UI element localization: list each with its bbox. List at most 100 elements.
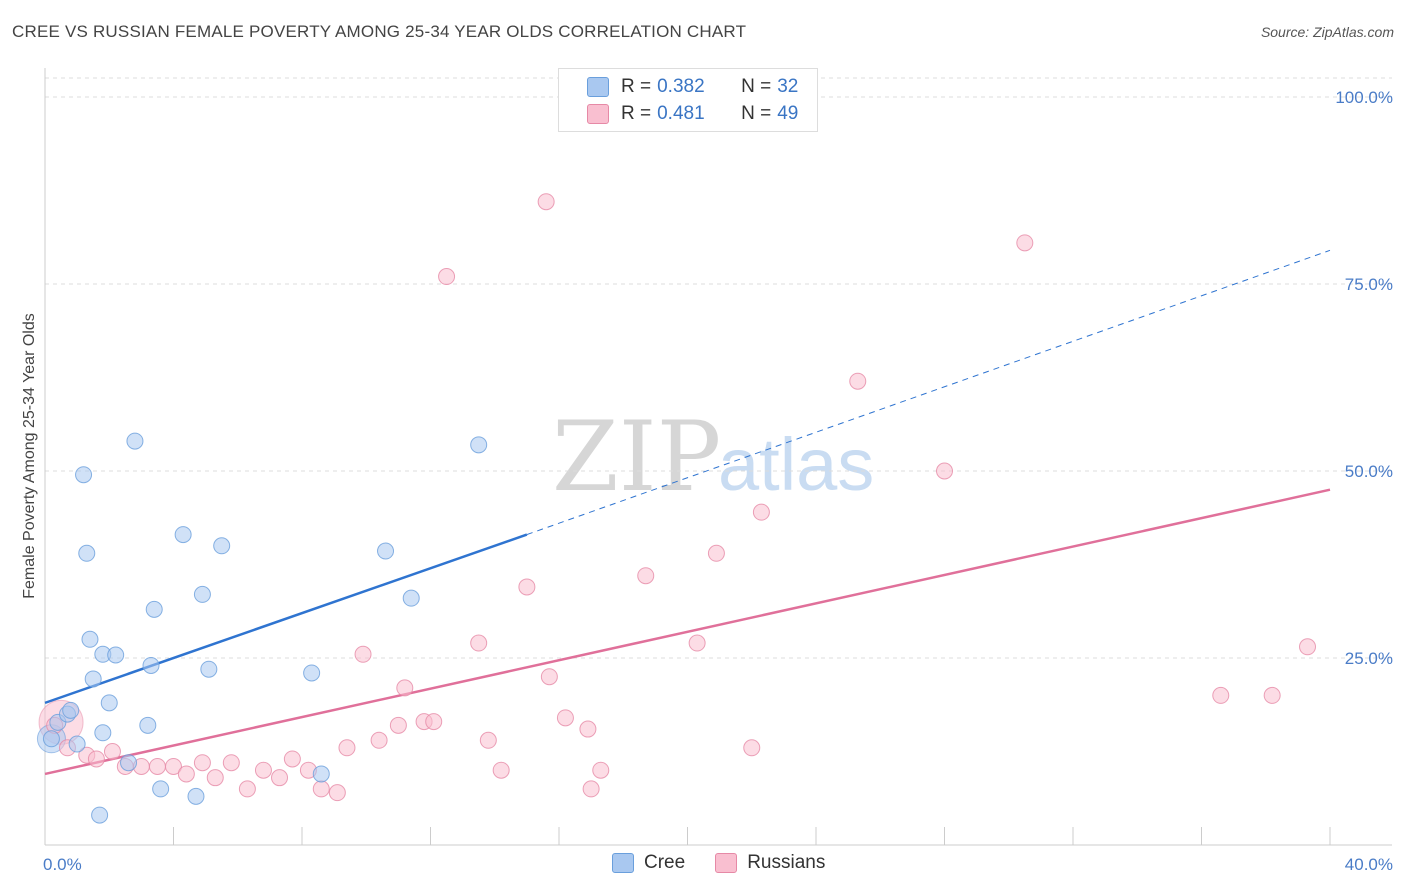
data-point-cree — [139, 716, 157, 734]
data-point-russians — [87, 750, 105, 768]
data-point-russians — [165, 757, 182, 775]
data-point-russians — [370, 731, 388, 749]
y-tick-label: 25.0% — [1345, 649, 1393, 668]
data-point-russians — [518, 578, 536, 596]
legend-n-label: N = — [741, 103, 772, 124]
y-axis-title: Female Poverty Among 25-34 Year Olds — [21, 313, 38, 599]
watermark-atlas: atlas — [718, 423, 874, 506]
trend-line-russians — [44, 488, 1331, 776]
data-point-cree — [84, 670, 102, 688]
data-point-russians — [1299, 638, 1317, 656]
x-tick-label: 40.0% — [1345, 855, 1393, 874]
data-point-russians — [177, 765, 195, 783]
legend-n-value: 49 — [777, 103, 799, 124]
data-point-russians — [283, 750, 301, 768]
data-point-russians — [470, 634, 488, 652]
data-point-cree — [193, 585, 211, 603]
data-point-russians — [425, 713, 443, 731]
legend-r-value: 0.382 — [657, 76, 705, 97]
data-point-russians — [688, 634, 706, 652]
data-point-russians — [389, 716, 407, 734]
legend-swatch-cree — [587, 77, 609, 97]
data-point-russians — [354, 645, 372, 663]
legend-n-label: N = — [741, 76, 772, 97]
data-point-russians — [537, 193, 555, 211]
data-point-russians — [592, 761, 610, 779]
legend-r-label: R = — [621, 76, 652, 97]
data-point-russians — [148, 757, 166, 775]
data-point-russians — [579, 720, 597, 738]
data-point-cree — [68, 735, 86, 753]
data-point-cree — [145, 600, 163, 618]
data-point-russians — [1016, 234, 1034, 252]
data-point-russians — [849, 372, 867, 390]
legend-swatch-russians — [587, 104, 609, 124]
data-point-russians — [438, 268, 456, 286]
data-point-russians — [338, 739, 356, 757]
data-point-russians — [103, 743, 121, 760]
data-point-cree — [312, 765, 330, 783]
legend-r-value: 0.481 — [657, 103, 705, 124]
grid-lines — [45, 77, 1392, 659]
data-point-russians — [1263, 686, 1281, 704]
data-point-russians — [492, 761, 510, 779]
legend-label-russians: Russians — [747, 852, 826, 873]
stats-legend: R = 0.382 N = 32 R = 0.481 N = 49 — [558, 68, 818, 132]
data-point-cree — [377, 542, 395, 560]
y-tick-label: 50.0% — [1345, 462, 1393, 481]
data-points — [36, 193, 1317, 824]
data-point-cree — [62, 701, 80, 719]
chart-title: CREE VS RUSSIAN FEMALE POVERTY AMONG 25-… — [12, 22, 747, 41]
x-tick-label: 0.0% — [43, 855, 82, 874]
legend-item-cree: Cree — [612, 852, 685, 874]
series-legend: Cree Russians — [612, 852, 855, 874]
data-point-cree — [470, 436, 488, 454]
trend-line-cree — [44, 533, 528, 705]
data-point-russians — [707, 544, 725, 562]
data-point-russians — [254, 761, 272, 779]
data-point-cree — [213, 537, 231, 555]
data-point-cree — [303, 664, 321, 682]
data-point-cree — [42, 730, 60, 748]
watermark-zip: ZIP — [552, 401, 721, 513]
y-tick-label: 75.0% — [1345, 275, 1393, 294]
legend-row-cree: R = 0.382 N = 32 — [587, 74, 798, 100]
data-point-cree — [152, 780, 170, 798]
data-point-russians — [222, 754, 240, 772]
data-point-russians — [328, 784, 346, 802]
data-point-cree — [94, 724, 112, 742]
data-point-cree — [100, 694, 118, 712]
data-point-cree — [200, 660, 218, 678]
trend-line-cree-extension — [526, 249, 1331, 536]
data-point-cree — [78, 544, 96, 562]
tick-labels: 25.0% 50.0% 75.0% 100.0% 0.0% 40.0% Female Pov… — [21, 88, 1393, 874]
data-point-cree — [81, 630, 99, 648]
legend-item-russians: Russians — [715, 852, 825, 874]
data-point-cree — [91, 806, 109, 824]
data-point-russians — [540, 668, 558, 686]
data-point-cree — [107, 646, 125, 664]
data-point-russians — [637, 567, 655, 585]
data-point-russians — [479, 731, 497, 749]
legend-row-russians: R = 0.481 N = 49 — [587, 101, 798, 127]
data-point-russians — [556, 709, 574, 727]
y-tick-label: 100.0% — [1335, 88, 1393, 107]
data-point-russians — [312, 780, 330, 798]
data-point-russians — [936, 462, 953, 480]
data-point-russians — [238, 780, 256, 798]
data-point-cree — [126, 432, 144, 450]
legend-n-value: 32 — [777, 76, 799, 97]
data-point-cree — [120, 754, 138, 772]
legend-swatch-russians — [715, 853, 738, 873]
legend-label-cree: Cree — [644, 852, 686, 873]
source-label: Source: ZipAtlas.com — [1260, 24, 1394, 40]
data-point-cree — [174, 526, 192, 544]
data-point-cree — [402, 589, 420, 607]
data-point-russians — [206, 769, 224, 787]
data-point-cree — [187, 787, 205, 805]
data-point-russians — [271, 769, 289, 787]
legend-r-label: R = — [621, 103, 652, 124]
legend-swatch-cree — [612, 853, 634, 873]
data-point-cree — [142, 656, 160, 674]
